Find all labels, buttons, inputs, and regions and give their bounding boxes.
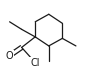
Text: Cl: Cl [30, 58, 40, 68]
Text: O: O [6, 51, 13, 61]
